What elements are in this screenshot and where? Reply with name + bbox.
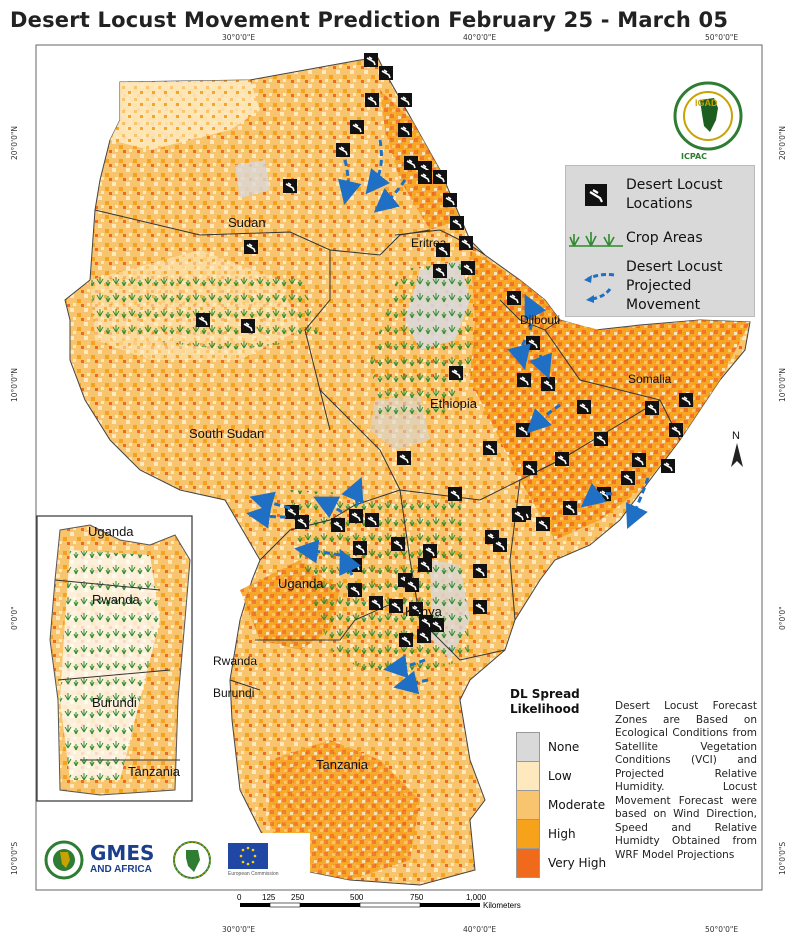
label-somalia: Somalia [628,372,672,386]
coord-bottom-30e: 30°0'0"E [222,925,256,934]
coord-top-30e: 30°0'0"E [222,33,256,42]
scale-tick-1000: 1,000 [466,893,487,902]
label-sudan: Sudan [228,215,266,230]
label-tanzania: Tanzania [316,757,369,772]
gmes-logo-title: GMES [90,841,155,865]
gmes-logo-subtitle: AND AFRICA [90,864,152,875]
igad-logo-text: IGAD [695,98,718,108]
label-ethiopia: Ethiopia [430,396,477,411]
spread-label-high: High [548,827,576,841]
coord-bottom-40e: 40°0'0"E [463,925,497,934]
legend-row-locations: Desert Locust Locations [566,176,754,214]
eu-logo-label: European Commission [228,871,279,877]
spread-label-moderate: Moderate [548,798,606,812]
scale-tick-0: 0 [237,893,242,902]
legend-label-movement: Desert Locust Projected Movement [626,259,723,313]
coord-top-40e: 40°0'0"E [463,33,497,42]
locust-icon [566,182,626,208]
inset-label-burundi: Burundi [92,695,137,710]
label-uganda: Uganda [278,576,324,591]
swatch-moderate [516,790,540,820]
label-djibouti: Djibouti [520,313,561,327]
map-legend: Desert Locust Locations Crop Areas Deser… [565,165,755,317]
spread-class-very-high: Very High [516,848,606,878]
scale-tick-500: 500 [350,893,364,902]
inset-label-tanzania: Tanzania [128,764,181,779]
scale-tick-750: 750 [410,893,424,902]
methodology-note: Desert Locust Forecast Zones are Based o… [615,700,757,861]
swatch-none [516,732,540,762]
au-seal-icon [44,840,84,880]
spread-legend: DL Spread Likelihood [510,687,610,717]
eu-logo [228,843,268,869]
spread-class-moderate: Moderate [516,790,605,820]
swatch-high [516,819,540,849]
label-kenya: Kenya [405,604,442,619]
label-rwanda: Rwanda [213,654,258,668]
icpac-logo [672,80,744,152]
legend-label-locations: Desert Locust Locations [626,177,723,212]
swatch-very-high [516,848,540,878]
scale-bar [240,902,480,908]
map-title: Desert Locust Movement Prediction Februa… [10,8,729,32]
crop-icon [566,228,626,248]
legend-row-crops: Crop Areas [566,228,754,248]
scale-tick-250: 250 [291,893,305,902]
icpac-logo-label: ICPAC [681,152,708,161]
inset-label-rwanda: Rwanda [92,592,140,607]
spread-label-low: Low [548,769,572,783]
swatch-low [516,761,540,791]
north-arrow-label: N [732,430,740,442]
label-south-sudan: South Sudan [189,426,265,441]
coord-top-50e: 50°0'0"E [705,33,739,42]
spread-class-high: High [516,819,576,849]
spread-legend-title: DL Spread Likelihood [510,687,580,716]
spread-label-none: None [548,740,580,754]
coord-bottom-50e: 50°0'0"E [705,925,739,934]
dashed-arrow-icon [566,267,626,307]
scale-unit: Kilometers [483,901,521,910]
spread-label-very-high: Very High [548,856,607,870]
scale-tick-125: 125 [262,893,276,902]
inset-label-uganda: Uganda [88,524,134,539]
legend-row-movement: Desert Locust Projected Movement [566,258,754,315]
label-eritrea: Eritrea [411,236,447,250]
north-arrow [731,443,743,467]
legend-label-crops: Crop Areas [626,229,703,246]
label-burundi: Burundi [213,686,255,700]
african-union-icon [173,841,211,879]
spread-class-low: Low [516,761,572,791]
partner-logos: GMES AND AFRICA European Commission [40,833,310,886]
spread-class-none: None [516,732,579,762]
movement-arrows [246,139,650,695]
